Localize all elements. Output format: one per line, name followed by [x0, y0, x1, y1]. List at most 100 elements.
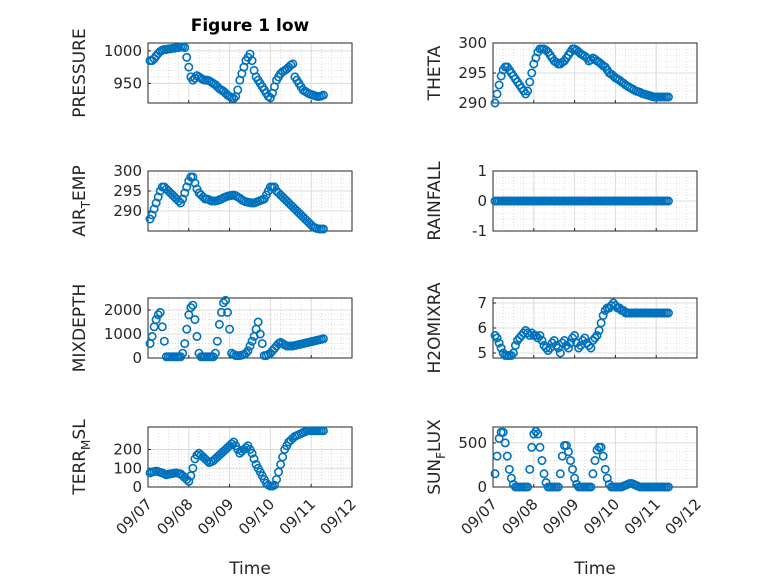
y-axis-label: AIRTEMP: [70, 165, 93, 236]
data-point: [180, 339, 190, 349]
data-point: [504, 464, 514, 474]
data-point: [553, 482, 563, 492]
figure-title: Figure 1 low: [191, 16, 310, 36]
data-point: [318, 224, 328, 234]
subplot-h2omixra: 5 6 7 H2OMIXRA: [425, 282, 698, 374]
y-tick-label: 500: [458, 434, 487, 452]
data-point: [218, 298, 228, 308]
data-point: [531, 330, 541, 340]
subplot-mixdepth: 0 1000 2000 MIXDEPTH: [70, 284, 353, 372]
x-tick-label: 09/08: [498, 495, 541, 538]
data-point: [247, 448, 257, 458]
data-point: [586, 55, 596, 65]
y-tick-label: 2000: [104, 301, 142, 319]
data-point: [184, 62, 194, 72]
data-point: [255, 329, 265, 339]
data-point: [590, 456, 600, 466]
data-point: [318, 426, 328, 436]
data-point: [492, 333, 502, 343]
data-point: [182, 52, 192, 62]
data-point: [533, 429, 543, 439]
data-point: [543, 345, 553, 355]
x-tick-label: 09/08: [153, 495, 196, 538]
data-point: [157, 322, 167, 332]
data-point: [257, 339, 267, 349]
data-point: [247, 56, 257, 66]
data-point: [184, 476, 194, 486]
axes-border: [147, 42, 353, 104]
data-point: [229, 93, 239, 103]
data-point: [253, 317, 263, 327]
data-point: [537, 456, 547, 466]
x-tick-label: 09/09: [194, 495, 237, 538]
x-tick-label: 09/10: [235, 495, 278, 538]
y-tick-label: 1000: [104, 325, 142, 343]
x-tick-label: 09/10: [580, 495, 623, 538]
data-point: [586, 482, 596, 492]
data-point: [318, 334, 328, 344]
y-tick-label: 0: [477, 192, 487, 210]
subplot-sun-flux: 0 500 SUNFLUX 09/0709/0809/0909/1009/1109/1…: [425, 419, 705, 579]
data-point: [566, 456, 576, 466]
data-point: [523, 482, 533, 492]
data-point: [563, 447, 573, 457]
x-tick-label: 09/07: [458, 495, 501, 538]
data-point: [535, 330, 545, 340]
y-tick-label: 295: [458, 64, 487, 82]
data-point: [555, 348, 565, 358]
y-tick-label: -1: [472, 222, 487, 240]
y-axis-label: THETA: [425, 45, 445, 101]
data-point: [159, 336, 169, 346]
data-point: [580, 333, 590, 343]
data-point: [663, 482, 673, 492]
x-axis-label: Time: [228, 559, 271, 579]
data-point: [216, 307, 226, 317]
y-tick-label: 290: [113, 202, 142, 220]
x-tick-label: 09/12: [662, 495, 705, 538]
data-point: [525, 77, 535, 87]
data-point: [551, 57, 561, 67]
data-point: [496, 343, 506, 353]
data-point: [537, 335, 547, 345]
y-tick-label: 290: [458, 94, 487, 112]
y-tick-label: 5: [477, 344, 487, 362]
y-axis-label: TERRMSL: [70, 419, 93, 496]
y-tick-label: 200: [113, 441, 142, 459]
data-point: [492, 451, 502, 461]
data-point: [155, 307, 165, 317]
axes-border: [492, 42, 698, 104]
data-point: [180, 43, 190, 53]
y-tick-label: 6: [477, 319, 487, 337]
data-point: [210, 348, 220, 358]
data-point: [598, 310, 608, 320]
data-point: [596, 442, 606, 452]
data-point: [245, 341, 255, 351]
data-point: [574, 343, 584, 353]
data-point: [663, 92, 673, 102]
subplot-pressure: 950 1000 PRESSURE: [70, 28, 353, 118]
subplot-theta: 290 295 300 THETA: [425, 34, 698, 112]
data-point: [563, 343, 573, 353]
data-point: [151, 315, 161, 325]
data-point: [243, 346, 253, 356]
data-point: [188, 463, 198, 473]
y-tick-label: 1: [477, 162, 487, 180]
data-point: [510, 340, 520, 350]
data-point: [600, 464, 610, 474]
data-point: [500, 438, 510, 448]
data-point: [192, 331, 202, 341]
data-point: [588, 469, 598, 479]
axes-border: [492, 297, 698, 359]
data-point: [494, 80, 504, 90]
y-axis-label: SUNFLUX: [425, 419, 448, 495]
data-point: [247, 336, 257, 346]
y-tick-label: 300: [458, 34, 487, 52]
data-point: [223, 307, 233, 317]
data-point: [506, 350, 516, 360]
y-tick-label: 295: [113, 182, 142, 200]
data-point: [318, 90, 328, 100]
data-point: [568, 464, 578, 474]
